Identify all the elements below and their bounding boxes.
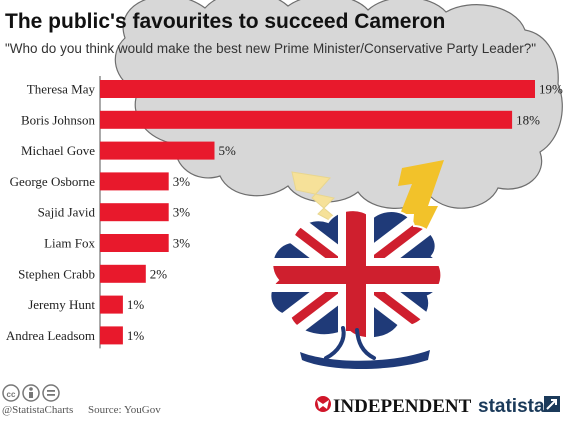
chart-subtitle: "Who do you think would make the best ne…	[5, 41, 536, 56]
cloud-icon	[114, 0, 563, 209]
category-label: George Osborne	[10, 174, 96, 189]
eagle-icon	[315, 396, 331, 412]
license-icons: cc	[2, 384, 60, 402]
value-label: 18%	[516, 112, 540, 127]
bar	[100, 234, 169, 252]
category-label: Jeremy Hunt	[28, 297, 95, 312]
bar-group: Theresa May 19% Boris Johnson 18% Michael Go…	[6, 76, 563, 349]
category-label: Andrea Leadsom	[6, 328, 95, 343]
value-label: 2%	[150, 266, 168, 281]
value-label: 3%	[173, 205, 191, 220]
bar	[100, 264, 146, 283]
value-label: 1%	[127, 328, 144, 343]
union-jack-tree-icon	[269, 209, 443, 369]
category-label: Theresa May	[27, 82, 96, 97]
category-label: Michael Gove	[21, 143, 95, 158]
category-label: Sajid Javid	[38, 205, 96, 220]
chart-title: The public's favourites to succeed Camer…	[5, 10, 445, 33]
bar	[100, 110, 513, 129]
footer-source: Source: YouGov	[88, 404, 161, 416]
bar	[100, 203, 169, 222]
footer-handle: @StatistaCharts	[2, 404, 73, 416]
bar	[100, 80, 535, 98]
category-label: Liam Fox	[44, 236, 95, 251]
value-label: 5%	[219, 143, 237, 158]
bar	[100, 326, 123, 345]
statista-arrow-icon	[544, 396, 560, 412]
attribution-icon	[22, 384, 40, 402]
bar	[100, 172, 169, 191]
no-derivatives-icon	[42, 384, 60, 402]
bar	[100, 295, 123, 314]
cc-license-icon: cc	[2, 384, 20, 402]
statista-logo: statista	[478, 396, 545, 417]
value-label: 19%	[539, 82, 563, 97]
category-label: Stephen Crabb	[18, 266, 95, 281]
svg-text:cc: cc	[7, 390, 16, 399]
value-label: 3%	[173, 236, 191, 251]
value-label: 3%	[173, 174, 191, 189]
value-label: 1%	[127, 297, 144, 312]
bar	[100, 141, 215, 160]
independent-logo: INDEPENDENT	[333, 396, 472, 417]
category-label: Boris Johnson	[21, 112, 96, 127]
